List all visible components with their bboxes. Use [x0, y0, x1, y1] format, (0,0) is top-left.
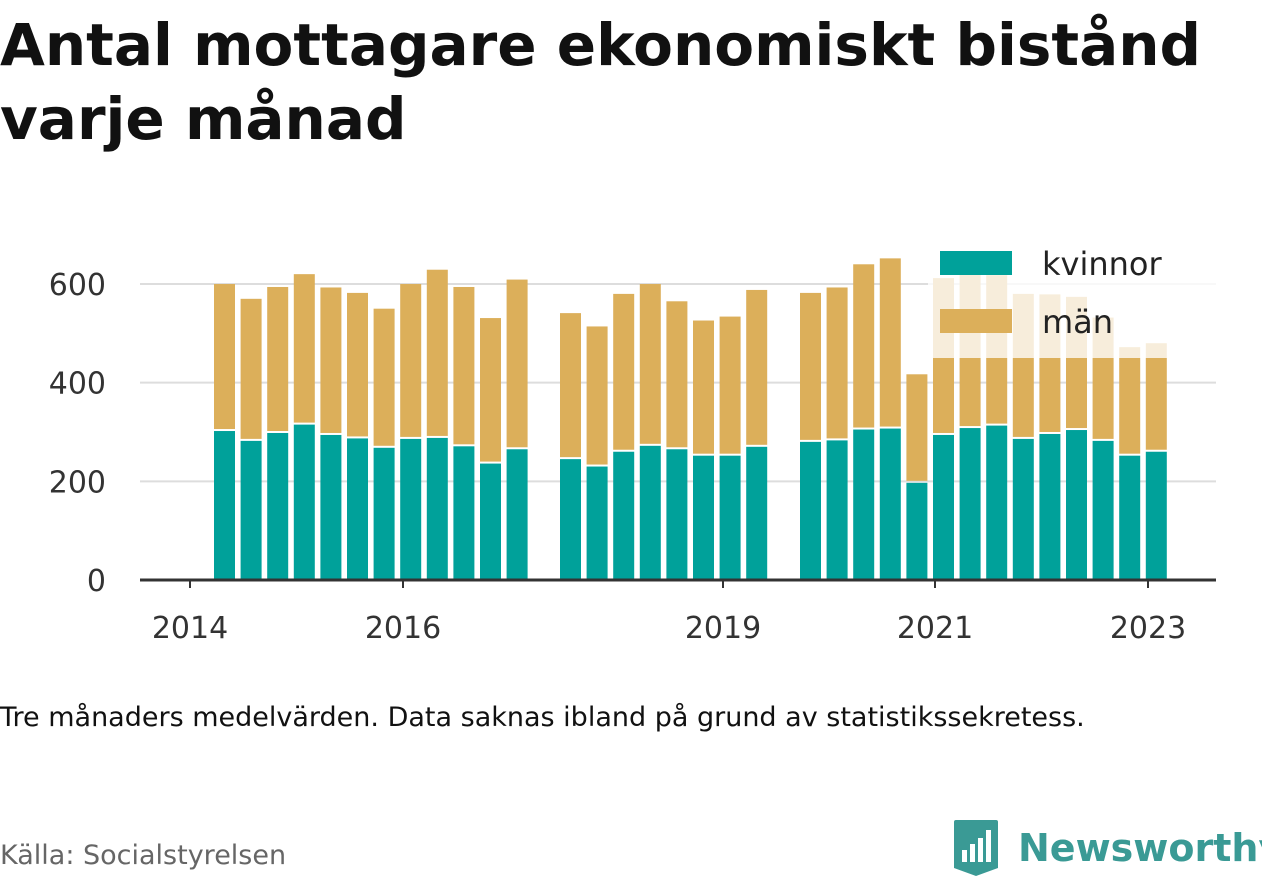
bar-man [1119, 347, 1141, 454]
bar-kvinnor [1066, 430, 1087, 580]
x-tick-label: 2021 [897, 611, 973, 646]
y-tick-label: 400 [49, 367, 106, 402]
source-label: Källa: Socialstyrelsen [0, 840, 287, 871]
bar-kvinnor [586, 466, 608, 580]
bar-man [879, 258, 901, 427]
bar-kvinnor [933, 434, 954, 580]
bar-man [267, 286, 289, 431]
bar-kvinnor [719, 455, 741, 580]
bar-man [214, 284, 235, 430]
bar-man [400, 284, 422, 437]
bar-man [293, 274, 315, 423]
bar-kvinnor [1092, 440, 1114, 580]
y-tick-label: 0 [87, 564, 106, 599]
bar-kvinnor [879, 428, 901, 580]
bar-kvinnor [347, 438, 368, 580]
bar-kvinnor [293, 424, 315, 580]
bar-kvinnor [560, 459, 581, 580]
bar-kvinnor [426, 437, 448, 580]
brand-name: Newsworthy [1018, 826, 1262, 870]
bar-kvinnor [693, 455, 714, 580]
bar-kvinnor [1039, 433, 1061, 580]
legend-label: män [1042, 303, 1113, 341]
bar-kvinnor [1119, 455, 1141, 580]
legend-label: kvinnor [1042, 245, 1163, 283]
bar-kvinnor [986, 425, 1008, 580]
bar-kvinnor [666, 449, 688, 580]
bar-man [347, 292, 368, 437]
bar-man [719, 316, 741, 454]
bar-kvinnor [959, 428, 981, 580]
newsworthy-logo-icon [954, 820, 998, 876]
x-tick-label: 2014 [152, 611, 228, 646]
bar-kvinnor [1012, 438, 1034, 580]
bar-man [586, 326, 608, 465]
x-tick-label: 2019 [685, 611, 761, 646]
bar-man [666, 301, 688, 448]
bar-kvinnor [800, 441, 821, 580]
bar-kvinnor [853, 429, 875, 580]
bar-kvinnor [906, 482, 928, 580]
bar-man [639, 284, 661, 444]
bar-kvinnor [214, 431, 235, 580]
bar-man [426, 269, 448, 436]
bar-kvinnor [453, 446, 475, 580]
y-tick-label: 600 [49, 268, 106, 303]
bar-kvinnor [613, 451, 635, 580]
bar-man [853, 264, 875, 428]
bar-man [746, 289, 768, 445]
y-tick-label: 200 [49, 465, 106, 500]
legend-swatch [940, 309, 1012, 333]
legend-swatch [940, 251, 1012, 275]
brand-logo: Newsworthy [952, 818, 1262, 878]
bar-man [1145, 343, 1167, 450]
x-tick-label: 2023 [1110, 611, 1186, 646]
bar-man [906, 374, 928, 481]
bar-man [826, 287, 848, 439]
bar-kvinnor [373, 447, 395, 580]
axes: 0 200 400 600 2014 2016 2019 2021 2023 [49, 268, 1216, 646]
bar-kvinnor [267, 432, 289, 580]
bar-man [560, 313, 581, 458]
bar-kvinnor [746, 446, 768, 580]
bar-man [240, 298, 262, 439]
bar-man [480, 318, 501, 462]
bar-kvinnor [480, 463, 501, 580]
bar-man [693, 320, 714, 454]
bar-man [800, 292, 821, 440]
legend: kvinnor män [928, 240, 1218, 358]
chart-note: Tre månaders medelvärden. Data saknas ib… [0, 702, 1085, 733]
bar-kvinnor [320, 434, 342, 580]
x-tick-label: 2016 [365, 611, 441, 646]
bar-kvinnor [506, 449, 528, 580]
bar-man [453, 286, 475, 445]
bar-man [613, 293, 635, 450]
bar-kvinnor [639, 445, 661, 580]
bar-kvinnor [1145, 451, 1167, 580]
bar-man [320, 287, 342, 433]
bar-man [373, 308, 395, 446]
bar-kvinnor [826, 440, 848, 580]
bar-man [506, 279, 528, 448]
bar-kvinnor [400, 438, 422, 580]
chart-title: Antal mottagare ekonomiskt bistånd varje… [0, 11, 1202, 153]
bar-kvinnor [240, 440, 262, 580]
